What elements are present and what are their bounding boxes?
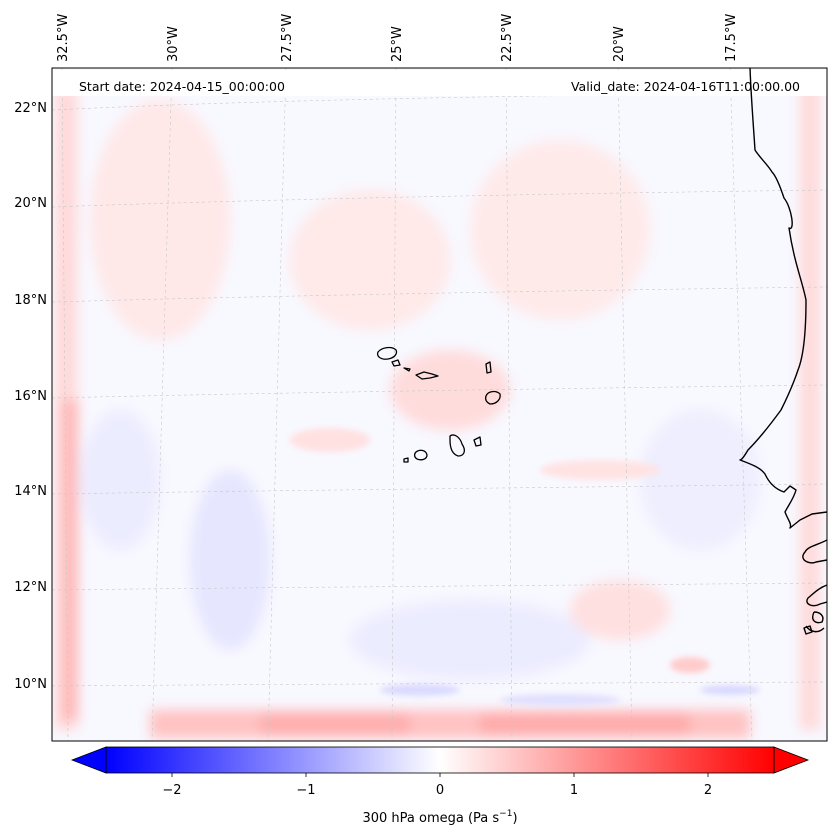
omega-field-fine-structure <box>290 428 760 706</box>
colorbar-label: 300 hPa omega (Pa s−1) <box>362 809 517 826</box>
longitude-label: 22.5°W <box>500 14 515 62</box>
omega-field-anomalies <box>55 80 820 738</box>
colorbar-tick-label: 2 <box>704 783 712 798</box>
island-sao-nicolau <box>415 371 439 380</box>
latitude-label: 14°N <box>14 484 47 499</box>
header-strip <box>52 70 827 96</box>
latitude-label: 10°N <box>14 677 47 692</box>
colorbar-tick-label: −1 <box>296 783 315 798</box>
longitude-labels: 32.5°W 30°W 27.5°W 25°W 22.5°W 20°W 17.5… <box>56 14 739 62</box>
bijagos-islands <box>803 625 813 635</box>
longitude-label: 20°W <box>612 26 627 62</box>
colorbar-extend-low <box>70 746 107 774</box>
latitude-label: 18°N <box>14 293 47 308</box>
colorbar-tick-label: −2 <box>162 783 181 798</box>
colorbar-tick-label: 1 <box>570 783 578 798</box>
colorbar-ticks <box>171 773 709 777</box>
coastline-south <box>802 539 827 633</box>
island-sao-vicente <box>391 359 401 367</box>
longitude-label: 32.5°W <box>56 14 71 62</box>
colorbar: −2 −1 0 1 2 300 hPa omega (Pa s−1) <box>70 746 810 826</box>
longitude-label: 30°W <box>166 26 181 62</box>
colorbar-label-text: 300 hPa omega (Pa s <box>362 811 499 826</box>
latitude-label: 16°N <box>14 389 47 404</box>
coastlines <box>739 68 827 635</box>
african-coastline <box>739 68 827 529</box>
island-santa-luzia <box>403 367 411 372</box>
island-sal <box>485 361 492 374</box>
longitude-label: 25°W <box>390 26 405 62</box>
island-brava <box>403 457 409 463</box>
colorbar-label-close: ) <box>512 811 517 826</box>
island-boa-vista <box>484 390 501 405</box>
valid-date-label: Valid_date: 2024-04-16T11:00:00.00 <box>571 79 800 94</box>
map-frame <box>51 67 828 742</box>
colorbar-label-exponent: −1 <box>499 809 512 819</box>
latitude-labels: 22°N 20°N 18°N 16°N 14°N 12°N 10°N <box>14 101 47 692</box>
longitude-label: 27.5°W <box>280 14 295 62</box>
colorbar-gradient <box>106 747 774 773</box>
island-fogo <box>413 449 428 461</box>
colorbar-tick-label: 0 <box>436 783 444 798</box>
start-date-label: Start date: 2024-04-15_00:00:00 <box>79 79 285 94</box>
cape-verde-islands <box>376 346 501 463</box>
island-santiago <box>449 434 465 457</box>
latitude-label: 12°N <box>14 580 47 595</box>
island-santo-antao <box>376 346 398 360</box>
latitude-label: 20°N <box>14 196 47 211</box>
island-maio <box>473 436 482 447</box>
map-panel <box>52 68 827 741</box>
colorbar-extend-high <box>773 746 810 774</box>
map-gridlines <box>52 68 827 741</box>
latitude-label: 22°N <box>14 101 47 116</box>
longitude-label: 17.5°W <box>724 14 739 62</box>
